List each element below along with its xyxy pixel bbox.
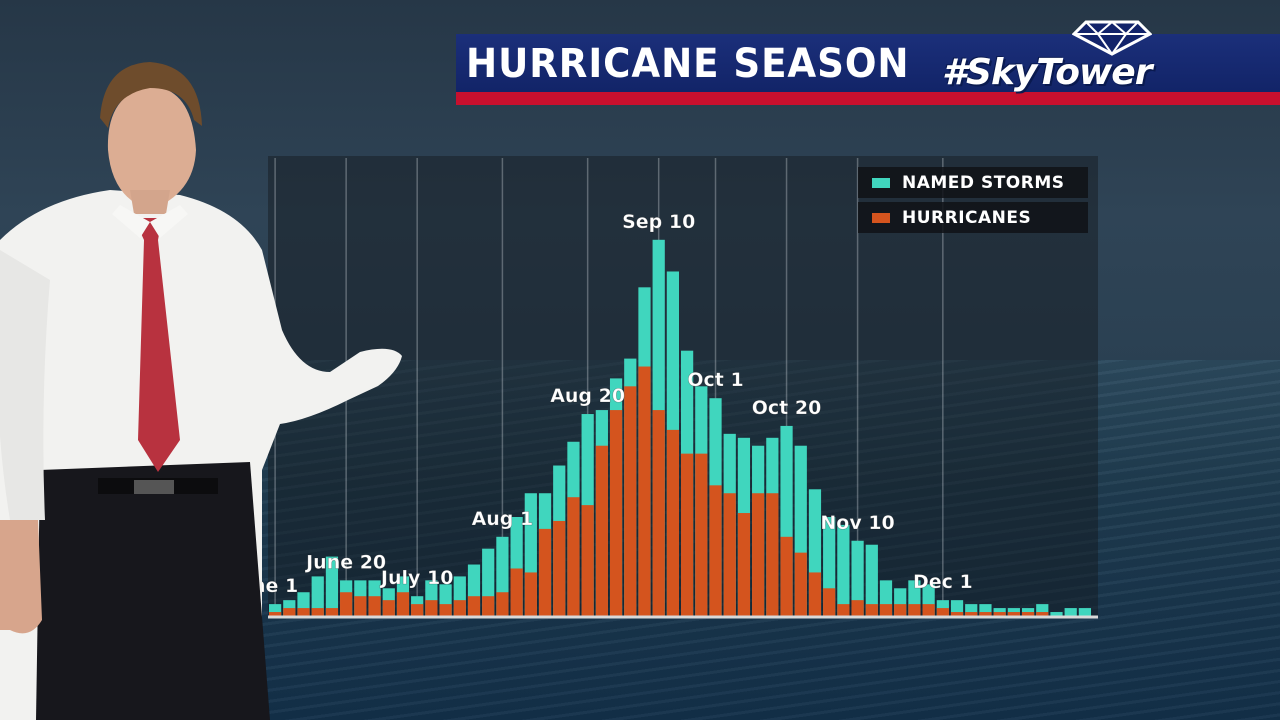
hurricanes-bar [411, 604, 424, 616]
hurricanes-bar [297, 608, 310, 616]
hurricanes-bar [595, 445, 608, 616]
hurricanes-bar [837, 604, 850, 616]
legend-label-named-storms: NAMED STORMS [902, 172, 1065, 193]
hurricanes-bar [311, 608, 324, 616]
legend-item-named-storms: NAMED STORMS [858, 167, 1088, 198]
date-label: Sep 10 [622, 211, 695, 233]
hurricanes-bar [553, 520, 566, 616]
named-storms-bar [1078, 608, 1092, 616]
hurricanes-bar [865, 604, 878, 616]
hurricanes-bar [368, 596, 381, 616]
hurricanes-bar [965, 612, 978, 616]
date-label: Aug 1 [472, 508, 534, 530]
hurricanes-bar [467, 596, 481, 616]
date-label: ne 1 [252, 575, 298, 597]
hurricanes-bar [538, 528, 552, 616]
hurricanes-bar [567, 497, 580, 616]
hurricanes-bar [794, 552, 807, 616]
hurricanes-bar [638, 366, 651, 616]
hurricanes-bar [709, 485, 722, 616]
named-storms-bar [965, 604, 978, 616]
hurricanes-bar [695, 453, 708, 616]
legend-swatch-named-storms [872, 177, 890, 188]
page-title: HURRICANE SEASON [466, 41, 910, 87]
named-storms-bar [979, 604, 992, 616]
hurricanes-bar [823, 588, 836, 616]
hurricanes-bar [908, 604, 921, 616]
hurricanes-bar [979, 612, 992, 616]
hurricanes-bar [666, 429, 680, 616]
presenter-figure [0, 62, 402, 720]
hurricanes-bar [894, 604, 907, 616]
hurricanes-bar [851, 600, 864, 616]
hurricanes-bar [680, 453, 694, 616]
hurricanes-bar [496, 592, 509, 616]
hurricanes-bar [510, 568, 523, 616]
hurricanes-bar [993, 612, 1006, 616]
hurricanes-bar [766, 493, 779, 616]
hurricanes-bar [1036, 612, 1049, 616]
named-storms-bar [1050, 612, 1063, 616]
legend-item-hurricanes: HURRICANES [858, 202, 1088, 233]
hurricanes-bar [354, 596, 367, 616]
date-label: Oct 1 [687, 369, 743, 391]
legend-swatch-hurricanes [872, 212, 890, 223]
named-storms-bar [1064, 608, 1077, 616]
hurricanes-bar [950, 612, 964, 616]
hurricanes-bar [325, 608, 339, 616]
date-label: June 20 [304, 551, 386, 573]
title-bar [456, 34, 1280, 92]
named-storms-bar [1036, 604, 1049, 616]
hurricanes-bar [340, 592, 353, 616]
hurricanes-bar [1007, 612, 1020, 616]
named-storms-bar [851, 540, 864, 616]
skytower-logo: #SkyTower [936, 20, 1172, 98]
hurricanes-bar [439, 604, 452, 616]
hurricanes-bar [268, 612, 282, 616]
hurricanes-bar [652, 410, 665, 616]
hurricanes-bar [752, 493, 765, 616]
named-storms-bar [837, 524, 850, 616]
named-storms-bar [311, 576, 324, 616]
hurricanes-bar [396, 592, 410, 616]
hurricanes-bar [780, 536, 793, 616]
hurricanes-bar [283, 608, 296, 616]
named-storms-bar [865, 544, 878, 616]
chart-legend: NAMED STORMS HURRICANES [858, 167, 1088, 237]
hurricanes-bar [482, 596, 495, 616]
date-label: Nov 10 [820, 512, 894, 534]
hurricanes-bar [382, 600, 395, 616]
date-label: Oct 20 [752, 397, 822, 419]
legend-label-hurricanes: HURRICANES [902, 207, 1032, 228]
hurricanes-bar [879, 604, 893, 616]
hurricanes-bar [609, 410, 623, 616]
hurricanes-bar [581, 505, 594, 616]
hurricanes-bar [808, 572, 822, 616]
date-label: Aug 20 [550, 385, 625, 407]
logo-text: #SkyTower [942, 52, 1152, 93]
hurricanes-bar [453, 600, 466, 616]
date-label: Dec 1 [913, 571, 973, 593]
named-storms-bar [268, 604, 282, 616]
hurricanes-bar [524, 572, 537, 616]
hurricanes-bar [723, 493, 736, 616]
named-storms-bar [325, 556, 339, 616]
date-label: July 10 [379, 567, 454, 589]
hurricanes-bar [1021, 612, 1035, 616]
diamond-icon [1072, 20, 1152, 56]
hurricanes-bar [425, 600, 438, 616]
hurricanes-bar [737, 513, 751, 616]
hurricanes-bar [936, 608, 949, 616]
title-stripe [456, 92, 1280, 105]
hurricanes-bar [624, 386, 637, 616]
hurricanes-bar [922, 604, 935, 616]
